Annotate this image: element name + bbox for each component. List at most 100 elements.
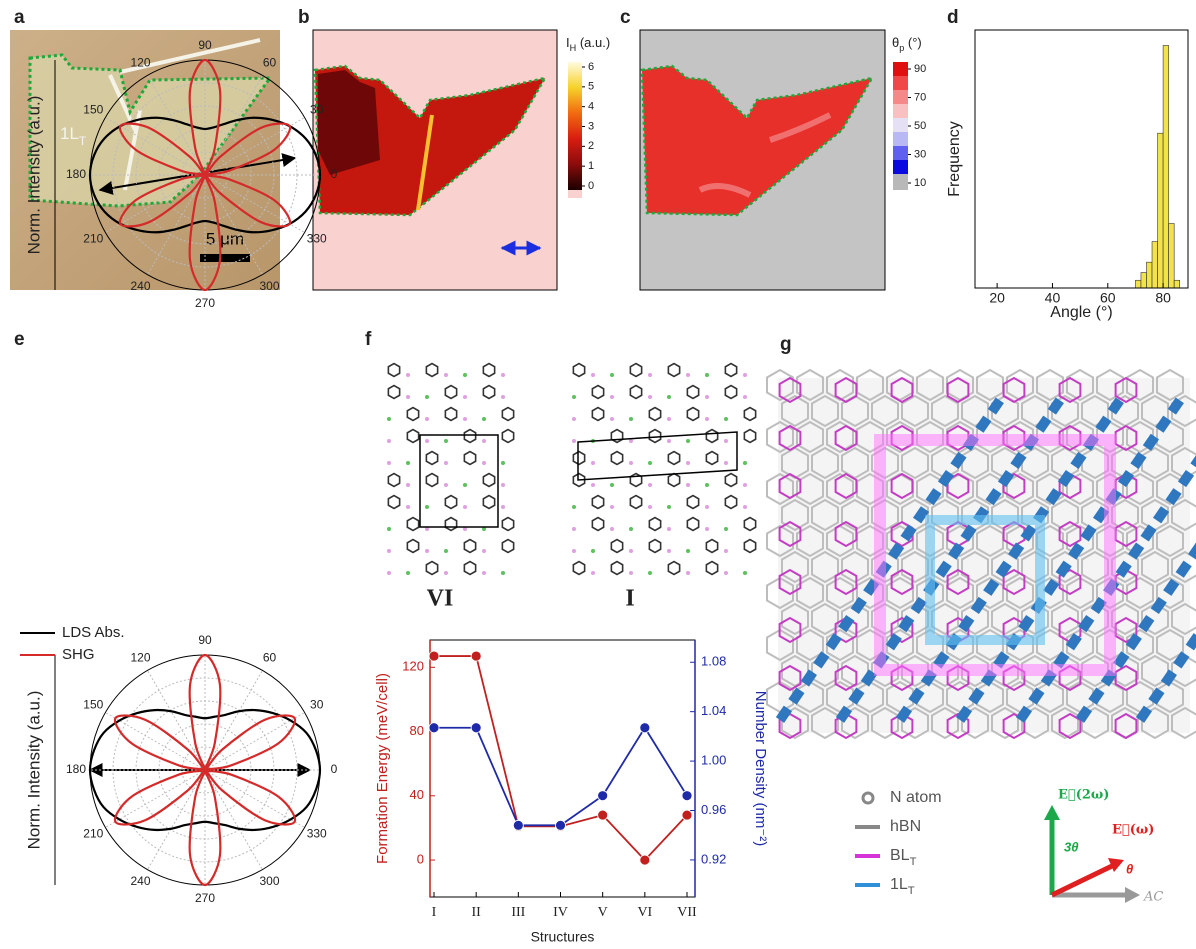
hexagon: [725, 496, 736, 509]
scale-label: 5 μm: [206, 229, 244, 248]
hexagon: [573, 452, 584, 465]
atom: [406, 395, 410, 399]
atom: [572, 417, 576, 421]
angle-label: 3θ: [1064, 839, 1078, 854]
x-tick-label: 20: [989, 290, 1005, 306]
vector-label: E⃗(ω): [1112, 823, 1154, 838]
atom: [463, 417, 467, 421]
angle-label: 270: [195, 296, 215, 310]
atom: [425, 549, 429, 553]
angle-label: 210: [83, 232, 103, 246]
hexagon: [502, 540, 513, 553]
colorbar-tick-label: 2: [588, 140, 594, 152]
atom: [444, 461, 448, 465]
atom: [724, 439, 728, 443]
label: 1LT: [890, 876, 915, 897]
polar-spoke: [148, 670, 206, 770]
atom: [629, 439, 633, 443]
atom: [501, 461, 505, 465]
angle-label: 180: [66, 762, 86, 776]
hexagon: [464, 452, 475, 465]
hexagon: [725, 364, 736, 377]
plot-frame: [430, 640, 695, 897]
structure-label: VI: [427, 586, 454, 612]
x-tick-label: VI: [637, 905, 652, 920]
hexagon: [407, 430, 418, 443]
y-axis-label: Formation Energy (meV/cell): [374, 673, 391, 864]
atom: [648, 373, 652, 377]
molecular-model: [767, 370, 1196, 738]
polar-spoke: [205, 770, 263, 870]
atom: [591, 571, 595, 575]
atom: [572, 439, 576, 443]
hexagon: [464, 430, 475, 443]
hexagon: [630, 496, 641, 509]
hexagon: [687, 386, 698, 399]
atom: [463, 505, 467, 509]
hexagon: [630, 386, 641, 399]
atom: [425, 417, 429, 421]
atom: [406, 461, 410, 465]
atom: [629, 461, 633, 465]
hexagon: [445, 496, 456, 509]
text: (a.u.): [576, 35, 610, 50]
point: [640, 723, 650, 733]
y-tick-label: 0: [417, 851, 424, 866]
hexagon: [502, 430, 513, 443]
atom: [444, 549, 448, 553]
atom: [387, 571, 391, 575]
atom: [610, 527, 614, 531]
hexagon: [483, 474, 494, 487]
hexagon: [611, 540, 622, 553]
atom: [667, 395, 671, 399]
x-axis-label: Structures: [531, 929, 595, 945]
legend-label: SHG: [62, 646, 95, 663]
atom: [743, 483, 747, 487]
atom: [648, 505, 652, 509]
y-tick-label: 80: [410, 723, 424, 738]
polar-spoke: [148, 770, 206, 870]
hexagon: [483, 386, 494, 399]
angle-label: 0: [331, 167, 338, 181]
colorbar: [893, 62, 908, 190]
point: [598, 791, 608, 801]
hexagon: [611, 562, 622, 575]
histogram-bar: [1169, 224, 1175, 289]
atom: [686, 571, 690, 575]
atom: [591, 549, 595, 553]
text: 1L: [890, 876, 908, 893]
hexagon: [445, 386, 456, 399]
atom: [572, 505, 576, 509]
arrowhead: [1044, 805, 1060, 820]
hexagon: [426, 452, 437, 465]
atom: [610, 395, 614, 399]
axis-label: AC: [1143, 890, 1163, 905]
atom: [463, 483, 467, 487]
subscript: T: [79, 134, 86, 148]
atom: [501, 483, 505, 487]
point: [513, 820, 523, 830]
hexagon: [611, 430, 622, 443]
atom: [667, 527, 671, 531]
atom: [610, 483, 614, 487]
colorbar-tick-label: 1: [588, 160, 594, 172]
atom: [591, 461, 595, 465]
atom: [406, 483, 410, 487]
atom: [572, 527, 576, 531]
label: N atom: [890, 789, 942, 806]
atom: [406, 505, 410, 509]
atom: [743, 505, 747, 509]
y2-tick-label: 1.08: [701, 654, 726, 669]
panel-label: d: [947, 7, 959, 28]
point: [682, 791, 692, 801]
angle-label: 0: [331, 762, 338, 776]
atom: [482, 571, 486, 575]
angle-label: 120: [130, 650, 150, 664]
atom: [667, 549, 671, 553]
atom: [406, 373, 410, 377]
hexagon: [687, 408, 698, 421]
atom: [724, 417, 728, 421]
point: [471, 723, 481, 733]
atom: [482, 461, 486, 465]
histogram-bar: [1174, 280, 1180, 288]
